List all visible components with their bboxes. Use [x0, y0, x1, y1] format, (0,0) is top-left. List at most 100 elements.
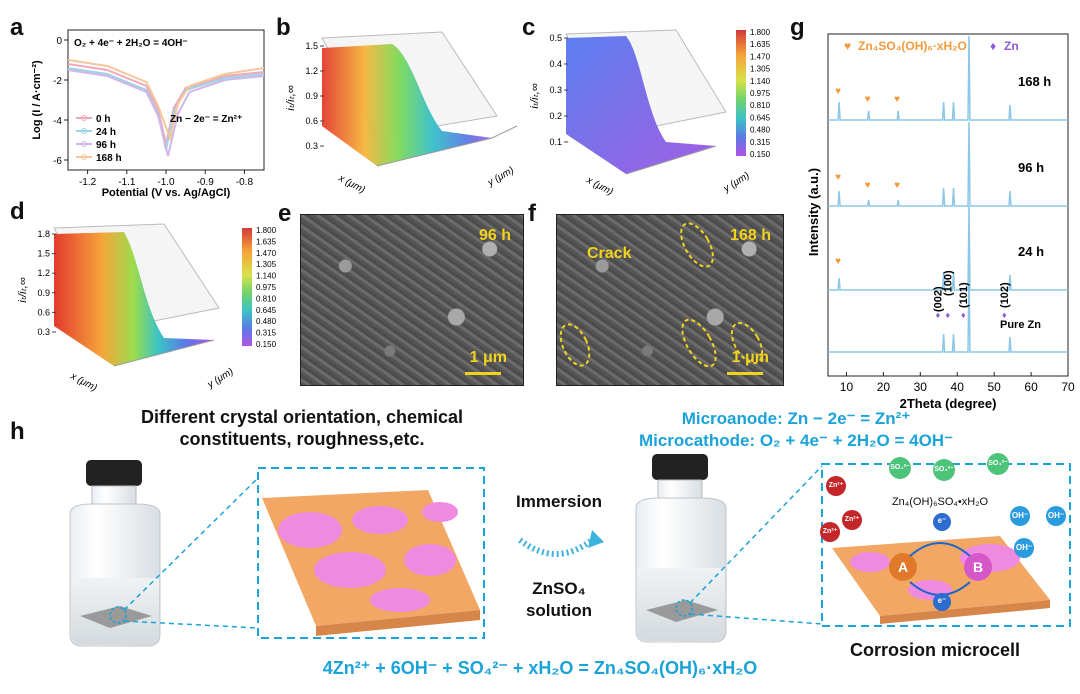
xrd-xtick-label: 30: [914, 380, 928, 394]
tafel-xtick-label: -0.9: [197, 177, 215, 188]
bottle-neck: [657, 479, 703, 499]
zn-ion-label: Zn²⁺: [844, 516, 860, 523]
surface-ztick-label: 0.1: [549, 137, 562, 147]
colorbar-tick-label: 1.800: [750, 28, 771, 37]
surface-ztick-label: 1.5: [305, 41, 318, 51]
xrd-xtick-label: 50: [987, 380, 1001, 394]
zn-ion: [842, 510, 862, 530]
phase-marker: ♥: [835, 172, 841, 183]
tafel-series-line: [67, 69, 265, 157]
surface-d-mesh: [54, 232, 214, 366]
colorbar-tick-label: 0.480: [256, 317, 276, 326]
panel-d-letter: d: [10, 198, 25, 225]
tafel-series-line: [67, 59, 265, 142]
so4-ion-label: SO₄²⁻: [890, 464, 910, 471]
xrd-peak-index: (100): [943, 270, 955, 296]
xrd-xtick-label: 20: [877, 380, 891, 394]
oh-ion-label: OH⁻: [1015, 543, 1033, 552]
crack-ellipse: [680, 222, 714, 268]
tafel-legend-label: 168 h: [96, 153, 122, 164]
h-left-title-line1: Different crystal orientation, chemical: [140, 407, 464, 427]
h-left-title-line2: constituents, roughness,etc.: [179, 429, 425, 449]
phase-marker: ♥: [894, 94, 900, 105]
microanode-equation: Microanode: Zn − 2e⁻ = Zn²⁺: [681, 409, 911, 428]
region-pink: [850, 552, 890, 572]
surface-c-ylabel: y (μm): [721, 170, 752, 195]
so4-ion: [933, 459, 955, 481]
phase-marker: ♥: [835, 256, 841, 267]
region-pink: [370, 588, 430, 612]
surface-c-mesh: [566, 36, 716, 174]
tafel-legend-marker: [81, 154, 87, 160]
zn-foil: [646, 600, 718, 622]
tafel-xtick-label: -1.0: [157, 177, 175, 188]
xrd-xtick-label: 70: [1061, 380, 1075, 394]
region-pink: [422, 502, 458, 522]
solution-name: ZnSO₄: [532, 579, 586, 598]
surface-plot-b: 0.3 0.6 0.9 1.2 1.5 iₜ/iₜ,∞ x (μm) y (μm): [285, 31, 518, 196]
zoom-line: [123, 477, 259, 611]
oh-ion-label: OH⁻: [1047, 511, 1065, 520]
xrd-peak-index: (101): [958, 282, 970, 308]
zn-marker: ♦: [936, 310, 941, 320]
tafel-ytick-label: 0: [56, 36, 62, 47]
region-pink: [352, 506, 408, 534]
colorbar-tick-label: 1.635: [256, 237, 276, 246]
cathode-site: [964, 553, 992, 581]
crack-ellipse: [730, 322, 764, 364]
colorbar-tick-label: 0.975: [256, 283, 276, 292]
schematic-h: [69, 453, 1071, 647]
colorbar-tick-label: 1.305: [256, 260, 276, 269]
xrd-xtick-label: 10: [840, 380, 854, 394]
sem-96h-label: 96 h: [478, 227, 511, 244]
sem-168h-label: 168 h: [730, 227, 771, 244]
surface-heterogeneity: [262, 490, 480, 636]
h-left-title: Different crystal orientation, chemical …: [112, 406, 492, 450]
colorbar-tick-label: 0.645: [256, 306, 276, 315]
surface-ztick-label: 0.9: [37, 288, 50, 298]
xrd-xtick-label: 60: [1024, 380, 1038, 394]
colorbar-tick-label: 1.470: [256, 249, 276, 258]
surface-d-zlabel: iₜ/iₜ,∞: [17, 277, 29, 302]
xrd-ylabel: Intensity (a.u.): [806, 168, 821, 256]
right-bottle: [635, 454, 823, 643]
tafel-chart: -1.2 -1.1 -1.0 -0.9 -0.8 0 -2 -4 -6 Potential (…: [31, 29, 265, 199]
electron-label: e⁻: [937, 516, 947, 525]
colorbar-tick-label: 0.480: [750, 126, 771, 135]
colorbar-tick-label: 0.975: [750, 89, 771, 98]
electron-flow: [909, 542, 971, 557]
colorbar-tick-label: 1.635: [750, 40, 771, 49]
surface-ztick-label: 0.3: [549, 85, 562, 95]
oh-ion: [1046, 506, 1066, 526]
corrosion-microcell-label: Corrosion microcell: [849, 640, 1021, 660]
zn-ion-label: Zn²⁺: [822, 528, 838, 535]
surface-ztick-label: 0.4: [549, 59, 562, 69]
colorbar-tick-label: 1.140: [256, 272, 276, 281]
zoom-circle: [109, 606, 127, 624]
h-reactions: Microanode: Zn − 2e⁻ = Zn²⁺ Microcathode…: [606, 408, 986, 452]
surface-ztick-label: 0.3: [305, 141, 318, 151]
tafel-xlabel: Potential (V vs. Ag/AgCl): [102, 187, 231, 199]
xrd-trace: [828, 35, 1068, 121]
surface-c-xlabel: x (μm): [584, 174, 615, 197]
xrd-legend-zn: Zn: [1004, 39, 1019, 53]
zn-marker: ♦: [946, 310, 951, 320]
colorbar-tick-label: 1.470: [750, 52, 771, 61]
colorbar-tick-label: 1.305: [750, 65, 771, 74]
tafel-xtick-label: -0.8: [236, 177, 254, 188]
surface-ztick-label: 1.2: [37, 268, 50, 278]
cathode-label: B: [972, 559, 984, 575]
phase-marker: ♥: [894, 180, 900, 191]
so4-ion-label: SO₄²⁻: [988, 460, 1008, 467]
colorbar-tick-label: 0.315: [750, 138, 771, 147]
zoom-line: [689, 613, 823, 625]
tafel-legend-marker: [81, 128, 87, 134]
solution-label: ZnSO₄ solution: [504, 578, 614, 622]
sem-image-96h: 96 h 1 μm: [300, 214, 524, 386]
immersion-arrow: [518, 537, 594, 557]
zn-ion: [820, 522, 840, 542]
surface-d-colorbar: [242, 228, 252, 346]
xrd-xlabel: 2Theta (degree): [900, 396, 997, 411]
tafel-xtick-label: -1.2: [79, 177, 97, 188]
panel-g-letter: g: [790, 14, 805, 41]
